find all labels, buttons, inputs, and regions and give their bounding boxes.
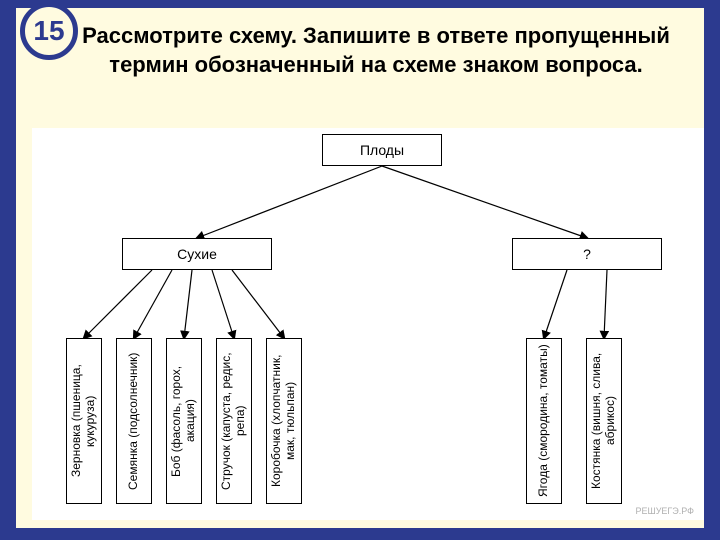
edge [184, 270, 192, 338]
root-node: Плоды [322, 134, 442, 166]
leaf-node-1: Семянка (подсолнечник) [116, 338, 152, 504]
watermark: РЕШУЕГЭ.РФ [635, 506, 694, 516]
leaf-node-0: Зерновка (пшеница, кукуруза) [66, 338, 102, 504]
leaf-node-2: Боб (фасоль, горох, акация) [166, 338, 202, 504]
edge [604, 270, 607, 338]
edge [212, 270, 234, 338]
edge [382, 166, 587, 238]
slide: 15 Рассмотрите схему. Запишите в ответе … [16, 8, 704, 528]
tree-diagram: Плоды Сухие? Зерновка (пшеница, кукуруза) С… [32, 128, 704, 520]
slide-number-badge: 15 [20, 2, 78, 60]
leaf-node-3: Стручок (капуста, редис, репа) [216, 338, 252, 504]
edge [84, 270, 152, 338]
leaf-node-5: Ягода (смородина, томаты) [526, 338, 562, 504]
slide-number: 15 [33, 15, 64, 47]
edge [232, 270, 284, 338]
edge [544, 270, 567, 338]
mid-node-dry: Сухие [122, 238, 272, 270]
edge [197, 166, 382, 238]
leaf-node-4: Коробочка (хлопчатник, мак, тюльпан) [266, 338, 302, 504]
leaf-node-6: Костянка (вишня, слива, абрикос) [586, 338, 622, 504]
mid-node-juicy: ? [512, 238, 662, 270]
edge [134, 270, 172, 338]
task-title: Рассмотрите схему. Запишите в ответе про… [76, 22, 676, 79]
